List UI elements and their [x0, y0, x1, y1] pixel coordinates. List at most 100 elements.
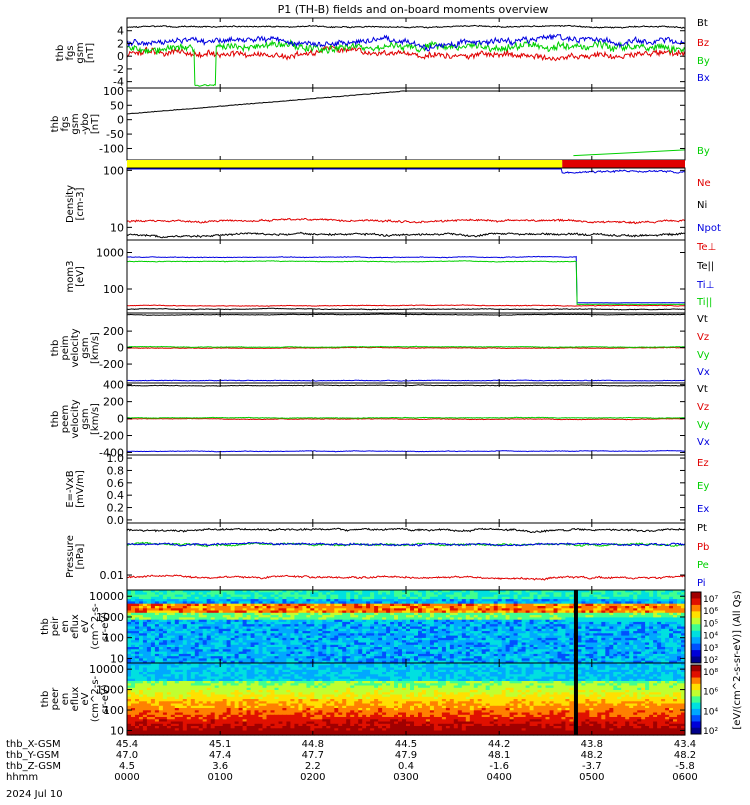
series-line-pressure-Pi	[127, 542, 685, 546]
y-tick-label-pressure-0: 0.01	[100, 569, 125, 582]
y-axis-label-efield-1: [mV/m]	[75, 470, 86, 508]
legend-peim-Vy: Vy	[697, 350, 710, 361]
x-tick-label-3-1: 0100	[207, 772, 232, 783]
y-axis-label-peim-4: [km/s]	[90, 332, 101, 364]
panel-frame-mom	[127, 240, 685, 313]
legend-mom-Ti||: Ti||	[696, 297, 712, 308]
x-axis-row-label-3: hhmm	[6, 772, 38, 783]
x-tick-label-0-0: 45.4	[116, 739, 138, 750]
x-tick-label-2-6: -5.8	[675, 761, 695, 772]
y-tick-label-fgs-2: 0	[117, 50, 124, 63]
colorbar-tick-peir-0: 10⁷	[703, 595, 718, 605]
mode-bar-segment-0	[127, 160, 562, 168]
series-group-peem	[127, 385, 685, 452]
y-axis-label-fgs_ybo-4: [nT]	[90, 114, 101, 134]
panel-frame-efield	[127, 455, 685, 523]
colorbar-tick-peer-2: 10⁴	[703, 707, 718, 717]
panel-frame-fgs_ybo	[127, 88, 685, 160]
x-tick-label-2-4: -1.6	[489, 761, 509, 772]
y-axis-label-fgs-3: [nT]	[85, 43, 96, 63]
colorbar-tick-peir-5: 10²	[703, 656, 718, 666]
legend-mom-Te⊥: Te⊥	[696, 242, 716, 253]
x-tick-label-0-2: 44.8	[302, 739, 324, 750]
series-line-pressure-Pb	[127, 575, 685, 580]
y-tick-label-peim-0: 200	[103, 325, 124, 338]
y-tick-label-mom-0: 1000	[96, 246, 124, 259]
x-tick-label-2-3: 0.4	[398, 761, 414, 772]
y-axis-label-mom-1: [eV]	[75, 266, 86, 287]
series-line-fgs-Bx	[127, 35, 685, 51]
series-group-pressure	[127, 528, 685, 580]
series-line-fgs-Bt	[127, 25, 685, 28]
y-tick-label-peer-0: 10000	[89, 663, 124, 676]
legend-pressure-Pt: Pt	[697, 523, 707, 534]
series-line-pressure-Pt	[127, 528, 685, 532]
y-tick-label-efield-5: 0.0	[107, 514, 125, 527]
y-tick-label-fgs-0: 4	[117, 25, 124, 38]
x-tick-label-0-4: 44.2	[488, 739, 510, 750]
plot-title: P1 (TH-B) fields and on-board moments ov…	[278, 3, 549, 16]
y-tick-label-fgs_ybo-3: -50	[106, 128, 124, 141]
legend-efield-Ey: Ey	[697, 481, 709, 492]
x-tick-label-0-6: 43.4	[674, 739, 696, 750]
x-tick-label-3-3: 0300	[393, 772, 418, 783]
legend-mom-Ti⊥: Ti⊥	[696, 280, 714, 291]
date-label: 2024 Jul 10	[6, 789, 63, 800]
y-tick-label-fgs-3: -2	[113, 63, 124, 76]
y-axis-label-peem-4: [km/s]	[90, 403, 101, 435]
y-tick-label-peem-0: 400	[103, 379, 124, 392]
x-tick-label-3-4: 0400	[486, 772, 511, 783]
legend-pressure-Pe: Pe	[697, 560, 709, 571]
x-tick-label-1-4: 48.1	[488, 750, 510, 761]
colorbar-tick-peir-4: 10³	[703, 644, 718, 654]
y-tick-label-peem-1: 200	[103, 396, 124, 409]
series-group-mom	[127, 256, 685, 310]
legend-fgs-Bx: Bx	[697, 73, 710, 84]
legend-fgs-Bz: Bz	[697, 38, 709, 49]
series-line-fgs-ybo-ramp	[127, 91, 685, 114]
colorbar-tick-peir-3: 10⁴	[703, 632, 718, 642]
legend-mom-Te||: Te||	[696, 261, 714, 272]
x-tick-label-0-5: 43.8	[581, 739, 603, 750]
series-group-fgs_ybo	[127, 91, 685, 156]
x-axis-row-label-2: thb_Z-GSM	[6, 761, 61, 772]
series-line-peim-Vy	[127, 346, 685, 347]
y-tick-label-peim-2: -200	[99, 358, 124, 371]
legend-density-Ne: Ne	[697, 178, 711, 189]
y-tick-label-density-1: 10	[110, 221, 124, 234]
x-tick-label-3-5: 0500	[579, 772, 604, 783]
y-tick-label-peim-1: 0	[117, 342, 124, 355]
x-axis-row-label-0: thb_X-GSM	[6, 739, 61, 750]
legend-density-Npot: Npot	[697, 223, 721, 234]
x-tick-label-3-2: 0200	[300, 772, 325, 783]
y-tick-label-fgs-1: 2	[117, 37, 124, 50]
y-axis-label-peir-6: sr-eV)	[100, 612, 111, 641]
series-line-mom-Te⊥	[127, 305, 685, 307]
y-tick-label-efield-3: 0.4	[107, 489, 125, 502]
legend-peim-Vz: Vz	[697, 332, 709, 343]
y-tick-label-mom-1: 100	[103, 283, 124, 296]
legend-peem-Vt: Vt	[697, 384, 708, 395]
colorbar-tick-peer-0: 10⁸	[703, 668, 718, 678]
series-line-fgs-ybo-By	[573, 150, 685, 156]
y-axis-label-peer-6: sr-eV)	[100, 684, 111, 713]
y-tick-label-peir-0: 10000	[89, 590, 124, 603]
series-line-mom-Ti||	[127, 261, 685, 305]
x-tick-label-1-2: 47.7	[302, 750, 324, 761]
series-group-fgs	[127, 25, 685, 86]
spectrogram-gap-peer	[574, 663, 578, 735]
panel-frame-density	[127, 168, 685, 240]
colorbar-title: [eV/(cm^2-s-sr-eV)] (All Qs)	[732, 590, 743, 729]
x-tick-label-3-0: 0000	[114, 772, 139, 783]
x-tick-label-2-2: 2.2	[305, 761, 321, 772]
x-axis-row-label-1: thb_Y-GSM	[6, 750, 59, 761]
x-tick-label-1-5: 48.2	[581, 750, 603, 761]
x-tick-label-3-6: 0600	[672, 772, 697, 783]
legend-peem-Vy: Vy	[697, 420, 710, 431]
y-tick-label-peer-3: 10	[110, 724, 124, 737]
legend-efield-Ez: Ez	[697, 458, 709, 469]
series-group-density	[127, 169, 685, 238]
colorbar-tick-peer-3: 10²	[703, 727, 718, 737]
